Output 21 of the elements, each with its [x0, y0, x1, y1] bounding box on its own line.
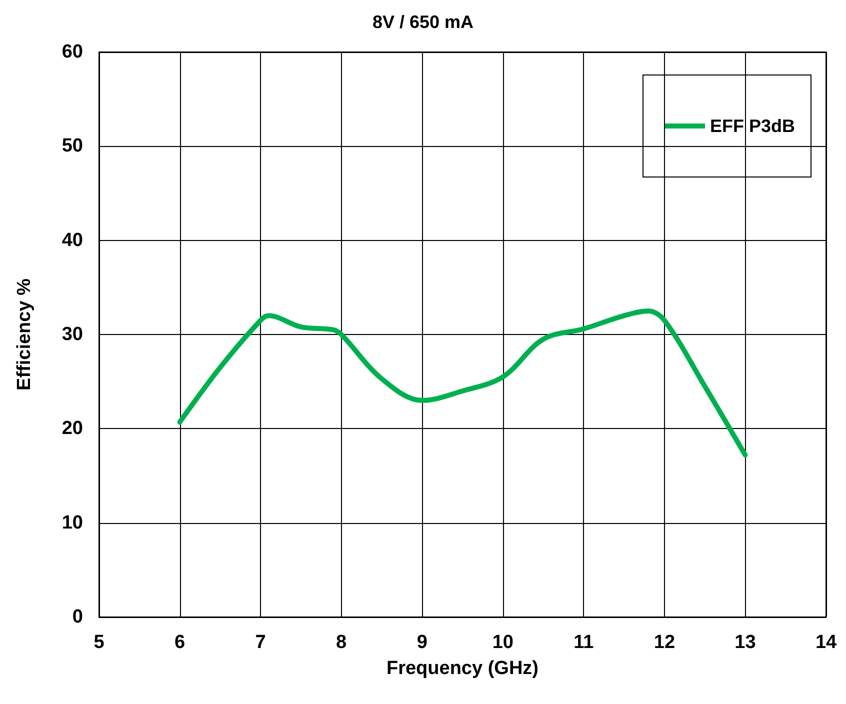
x-tick-label: 6 [174, 632, 186, 653]
x-tick-label: 8 [336, 632, 347, 653]
x-tick-label: 12 [654, 632, 676, 653]
x-tick-label: 5 [94, 632, 105, 653]
x-tick-label: 10 [492, 632, 514, 653]
y-tick-label: 40 [62, 230, 83, 251]
legend-label: EFF P3dB [710, 116, 796, 136]
x-tick-label: 9 [416, 632, 428, 653]
y-tick-label: 0 [72, 606, 83, 628]
chart-title: 8V / 650 mA [372, 12, 474, 32]
x-tick-label: 11 [574, 632, 594, 653]
y-tick-label: 30 [62, 324, 83, 345]
y-tick-label: 50 [62, 136, 83, 157]
x-tick-label: 7 [255, 632, 266, 653]
y-tick-label: 20 [62, 418, 83, 440]
x-tick-label: 14 [815, 632, 837, 653]
y-axis-title: Efficiency % [14, 278, 35, 390]
y-tick-label: 10 [62, 512, 83, 534]
x-axis-title: Frequency (GHz) [386, 658, 539, 679]
x-tick-label: 13 [734, 632, 756, 653]
y-tick-label: 60 [62, 42, 83, 62]
